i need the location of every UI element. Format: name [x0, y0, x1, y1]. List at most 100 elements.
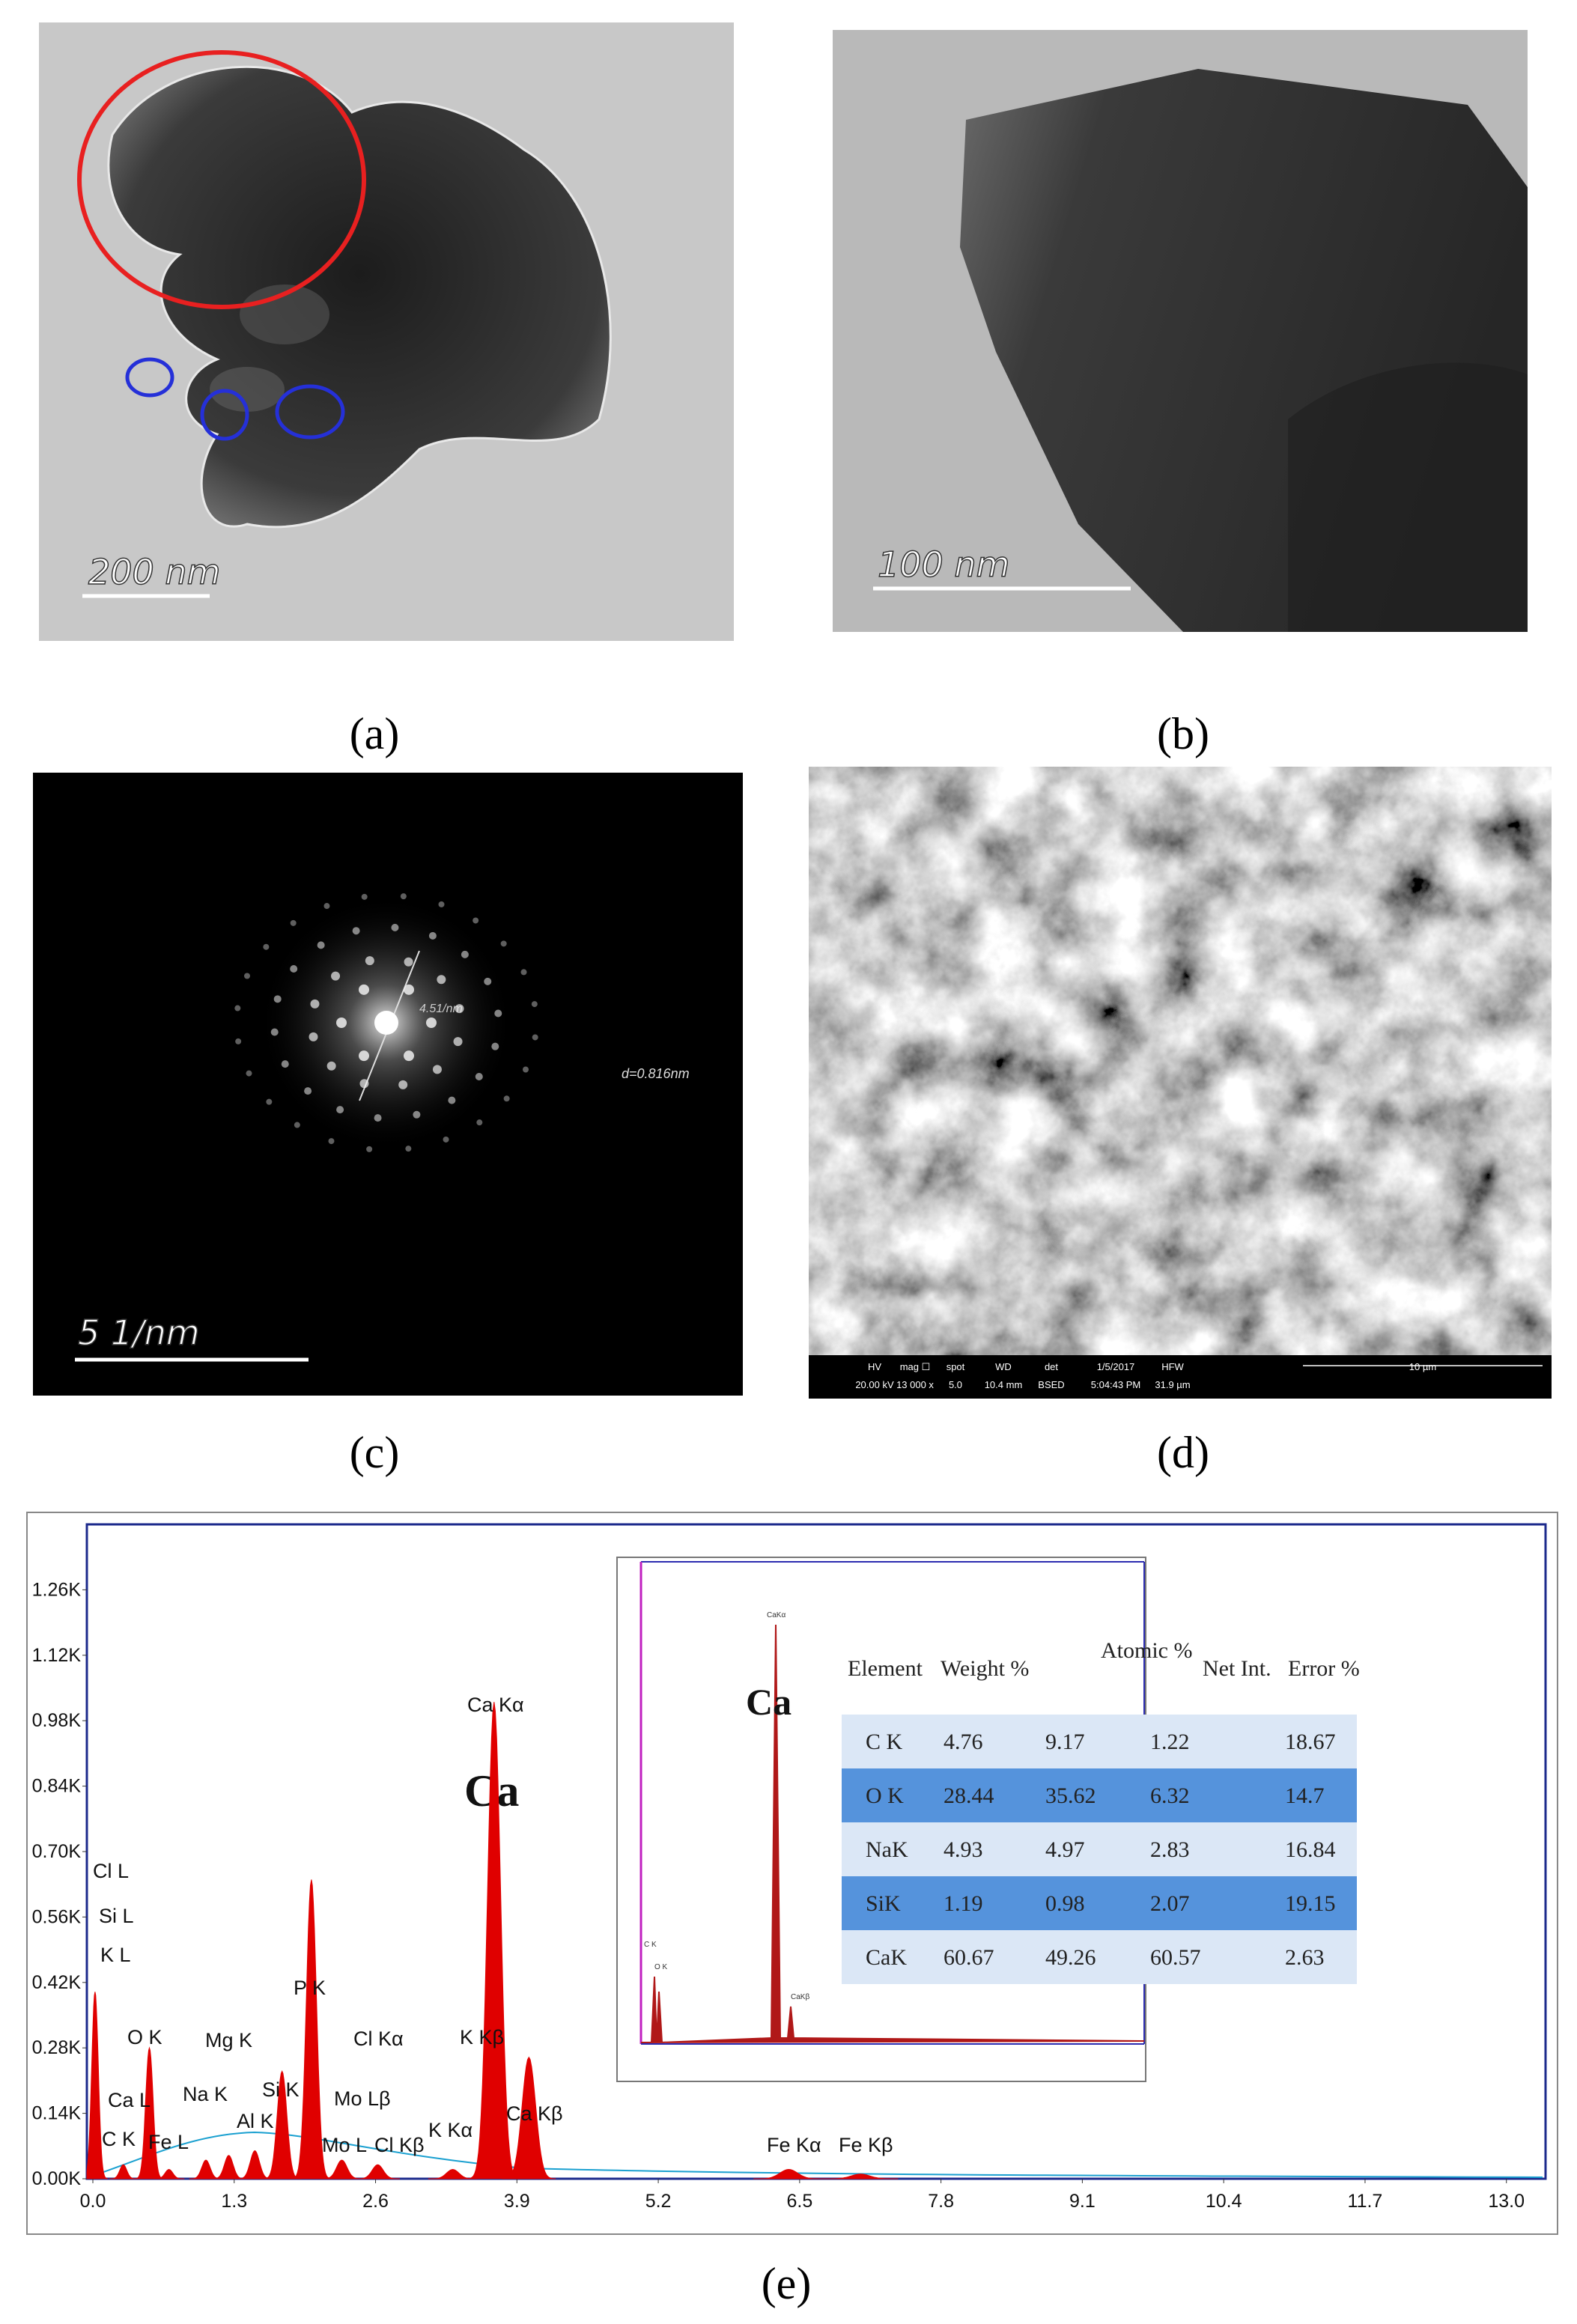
diffraction-spot: [359, 984, 369, 995]
diffraction-spot: [235, 1038, 242, 1044]
panel-label: (a): [350, 709, 400, 758]
diffraction-spot: [331, 971, 341, 981]
diffraction-spot: [352, 927, 360, 935]
table-cell: 6.32: [1150, 1783, 1190, 1808]
diffraction-spot: [361, 893, 368, 900]
diffraction-spot: [304, 1087, 312, 1095]
peak: [291, 1879, 332, 2179]
inset-peak-label: C K: [644, 1941, 657, 1949]
table-cell: 19.15: [1285, 1891, 1336, 1916]
table-row: [842, 1715, 1357, 1768]
table-header: Error %: [1288, 1656, 1360, 1681]
diffraction-spot: [374, 1114, 382, 1122]
peak-label: K L: [100, 1944, 131, 1966]
x-tick-label: 3.9: [504, 2191, 530, 2212]
x-tick-label: 13.0: [1488, 2191, 1525, 2212]
info-name: HFW: [1161, 1361, 1184, 1372]
info-value: 20.00 kV: [855, 1379, 894, 1390]
ring-label: 4.51/nm: [419, 1003, 463, 1015]
peak: [468, 1702, 520, 2179]
particle: [107, 65, 612, 529]
peak-label: O K: [127, 2026, 162, 2048]
panel-label: (e): [762, 2259, 812, 2308]
peak: [753, 2168, 824, 2179]
info-value: 31.9 µm: [1155, 1379, 1190, 1390]
diffraction-spot: [473, 917, 479, 924]
y-tick-label: 0.28K: [32, 2037, 82, 2058]
diffraction-spot: [359, 1079, 369, 1089]
diffraction-spot: [404, 1050, 414, 1062]
peak-label: K Kβ: [460, 2026, 504, 2048]
table-cell: CaK: [866, 1945, 907, 1970]
peak-label: P K: [294, 1977, 326, 1999]
diffraction-spot: [448, 1096, 456, 1104]
diffraction-spot: [263, 943, 270, 950]
table-cell: C K: [866, 1730, 903, 1754]
table-cell: SiK: [866, 1891, 901, 1916]
diffraction-spot: [336, 1017, 347, 1028]
diffraction-spot: [294, 1122, 300, 1128]
diffraction-spot: [309, 1032, 318, 1041]
diffraction-spot: [234, 1005, 241, 1012]
diffraction-spot: [491, 1042, 499, 1050]
info-bar: [809, 1355, 1552, 1399]
x-tick-label: 2.6: [362, 2191, 389, 2212]
panel-d: 10 µm (d) HV 20.00 kV mag ☐ 13 000 x spot 5.0…: [809, 767, 1552, 1477]
peak: [355, 2164, 400, 2179]
diffraction-spot: [404, 957, 413, 967]
blue-circle: [275, 384, 345, 439]
diffraction-spot: [475, 1072, 483, 1080]
peak-label: K Kα: [428, 2119, 473, 2141]
y-tick-label: 0.56K: [32, 1906, 82, 1927]
peak: [109, 2164, 138, 2179]
peak: [134, 2046, 165, 2179]
panel-c: 4.51/nm d=0.816nm 5 1/nm (c): [33, 773, 743, 1477]
y-tick-label: 0.00K: [32, 2168, 82, 2189]
panel-b: 100 nm (b): [833, 30, 1528, 758]
peak-label: Ca Kα: [467, 1694, 524, 1716]
table-header: Atomic %: [1101, 1638, 1192, 1663]
table-cell: O K: [866, 1783, 904, 1808]
diffraction-spot: [484, 977, 492, 985]
blue-circle: [125, 357, 174, 398]
diffraction-spot: [266, 1098, 273, 1105]
x-tick-label: 1.3: [221, 2191, 247, 2212]
info-name: det: [1045, 1361, 1058, 1372]
diffraction-spot: [428, 931, 437, 940]
peak-label: Mo Lβ: [334, 2087, 391, 2110]
table-row: [842, 1930, 1357, 1984]
peak-label: Mg K: [205, 2029, 252, 2051]
composition-table: Element Weight % Atomic % Net Int. Error % C …: [842, 1638, 1360, 1984]
table-cell: NaK: [866, 1837, 908, 1862]
diffraction-spot: [290, 965, 298, 973]
table-row: [842, 1876, 1357, 1930]
diffraction-spot: [281, 1060, 289, 1068]
x-tick-label: 5.2: [645, 2191, 672, 2212]
panel-label: (b): [1157, 709, 1209, 758]
table-cell: 2.07: [1150, 1891, 1190, 1916]
info-name: 1/5/2017: [1097, 1361, 1135, 1372]
table-cell: 0.98: [1045, 1891, 1085, 1916]
diffraction-spot: [246, 1070, 252, 1077]
table-cell: 14.7: [1285, 1783, 1325, 1808]
diffraction-spot: [531, 1001, 538, 1008]
scale-bar-label: 100 nm: [878, 544, 1009, 585]
table-cell: 60.57: [1150, 1945, 1201, 1970]
inset-spectrum: [640, 1624, 1145, 2044]
diffraction-spot: [365, 956, 374, 966]
particle-detail: [210, 367, 285, 412]
peak: [822, 2174, 899, 2179]
diffraction-spot: [366, 1146, 373, 1152]
red-circle: [77, 50, 366, 309]
diffraction-spot: [437, 975, 446, 985]
diffraction-spot: [400, 893, 407, 900]
peak: [154, 2168, 185, 2179]
sem-image: [809, 767, 1552, 1355]
info-name: HV: [868, 1361, 881, 1372]
table-header: Weight %: [941, 1656, 1029, 1681]
table-cell: 1.22: [1150, 1730, 1190, 1754]
diffraction-spot: [438, 901, 445, 907]
diffraction-spot: [404, 984, 414, 995]
panel-a: 200 nm (a): [39, 22, 734, 758]
